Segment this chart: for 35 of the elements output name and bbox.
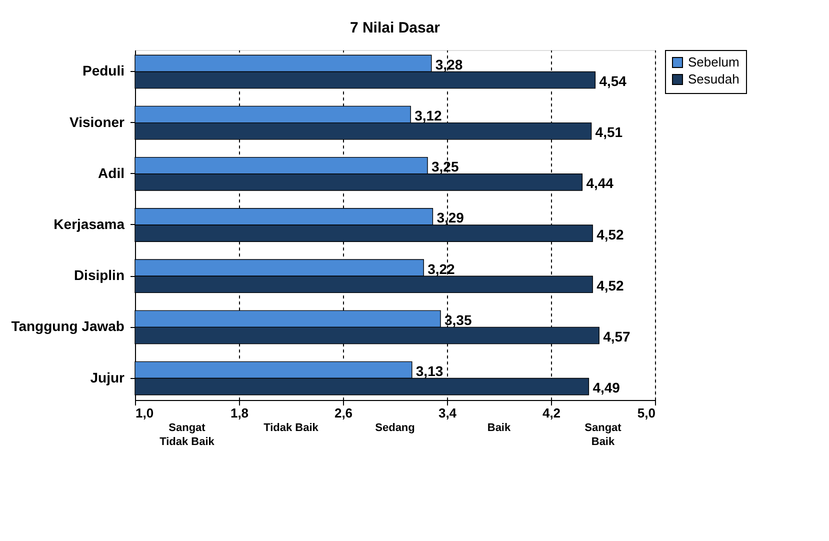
y-tick-label: Kerjasama	[54, 216, 125, 232]
text: Sangat Tidak Baik	[160, 422, 216, 448]
x-tick-label: 4,2	[542, 406, 561, 420]
data-label: 3,28	[435, 56, 463, 72]
chart-title: 7 Nilai Dasar	[350, 20, 440, 36]
y-tick-label: Disiplin	[74, 267, 124, 284]
x-tick-label: 3,4	[438, 406, 458, 420]
x-tick-label: 1,0	[136, 406, 154, 420]
legend-label: Sesudah	[688, 72, 740, 86]
data-label: 3,13	[416, 362, 444, 379]
text: Sangat Baik	[584, 422, 622, 448]
data-label: 3,12	[414, 108, 442, 124]
x-tick-label: 1,8	[230, 406, 249, 420]
y-tick-label: Tanggung Jawab	[11, 318, 124, 334]
data-label: 4,54	[599, 73, 627, 90]
data-label: 4,51	[595, 124, 623, 140]
text: Tidak Baik	[264, 422, 320, 434]
data-label: 4,49	[592, 380, 620, 396]
y-tick-label: Peduli	[82, 62, 124, 79]
y-tick-label: Jujur	[90, 369, 126, 386]
y-tick-label: Visioner	[70, 114, 126, 130]
x-tick-label: 5,0	[637, 406, 656, 420]
data-label: 3,29	[436, 210, 464, 226]
data-label: 4,57	[603, 328, 631, 344]
data-label: 3,25	[432, 158, 459, 175]
data-label: 3,35	[444, 312, 472, 328]
x-tick-label: 2,6	[334, 406, 353, 420]
data-label: 4,44	[586, 175, 614, 192]
text: Sedang	[375, 422, 415, 434]
data-label: 4,52	[596, 277, 624, 294]
text: Baik	[487, 422, 512, 434]
y-tick-label: Adil	[98, 164, 124, 181]
legend-label: Sebelum	[688, 54, 740, 70]
data-label: 3,22	[428, 260, 456, 277]
data-label: 4,52	[596, 226, 624, 242]
